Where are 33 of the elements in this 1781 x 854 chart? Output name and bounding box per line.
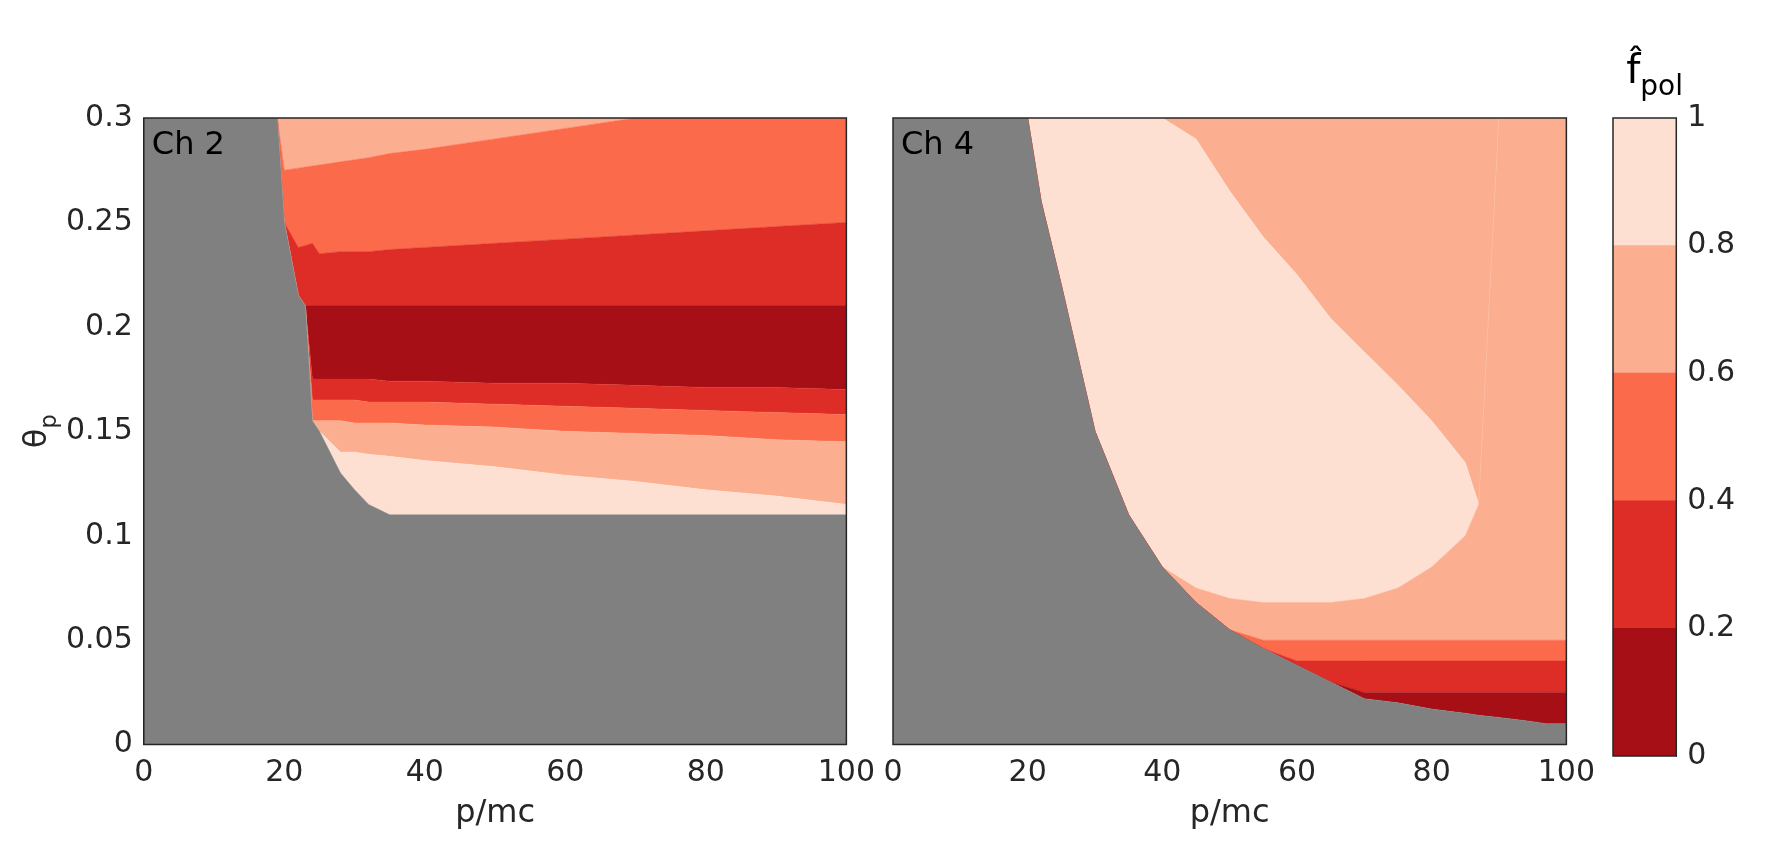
y-tick-label: 1	[1687, 97, 1707, 133]
x-tick-label: 80	[686, 753, 725, 789]
y-tick-label: 0	[113, 724, 133, 760]
y-tick-label: 0.6	[1687, 353, 1736, 388]
x-axis-title: p/mc	[1189, 792, 1270, 831]
bar	[1613, 245, 1677, 374]
bar	[1613, 372, 1677, 502]
y-tick-label: 0.25	[66, 202, 133, 238]
x-tick-label: 60	[546, 753, 585, 789]
y-tick-label: 0.1	[85, 515, 133, 551]
x-tick-label: 40	[1143, 753, 1182, 789]
x-tick-label: 40	[405, 753, 444, 789]
annotation: Ch 2	[151, 124, 225, 163]
bar	[1613, 500, 1677, 629]
x-tick-label: 100	[1537, 753, 1595, 789]
x-tick-label: 0	[883, 753, 903, 789]
y-tick-label: 0.15	[66, 411, 133, 447]
y-tick-label: 0.2	[1687, 608, 1736, 644]
y-axis-title: θp	[16, 414, 61, 449]
y-tick-label: 0.2	[85, 306, 133, 342]
x-tick-label: 80	[1412, 753, 1451, 789]
x-tick-label: 100	[817, 753, 875, 789]
y-tick-label: 0.05	[66, 619, 133, 655]
y-tick-label: 0.3	[85, 97, 133, 133]
y-tick-label: 0.8	[1687, 225, 1736, 261]
bar	[1613, 628, 1677, 756]
x-tick-label: 20	[1008, 753, 1047, 789]
bar	[1613, 118, 1677, 246]
annotation: Ch 4	[901, 124, 975, 163]
y-tick-label: 0.4	[1687, 480, 1736, 516]
x-axis-title: p/mc	[455, 792, 536, 831]
x-tick-label: 20	[265, 753, 304, 789]
x-tick-label: 60	[1277, 753, 1317, 789]
